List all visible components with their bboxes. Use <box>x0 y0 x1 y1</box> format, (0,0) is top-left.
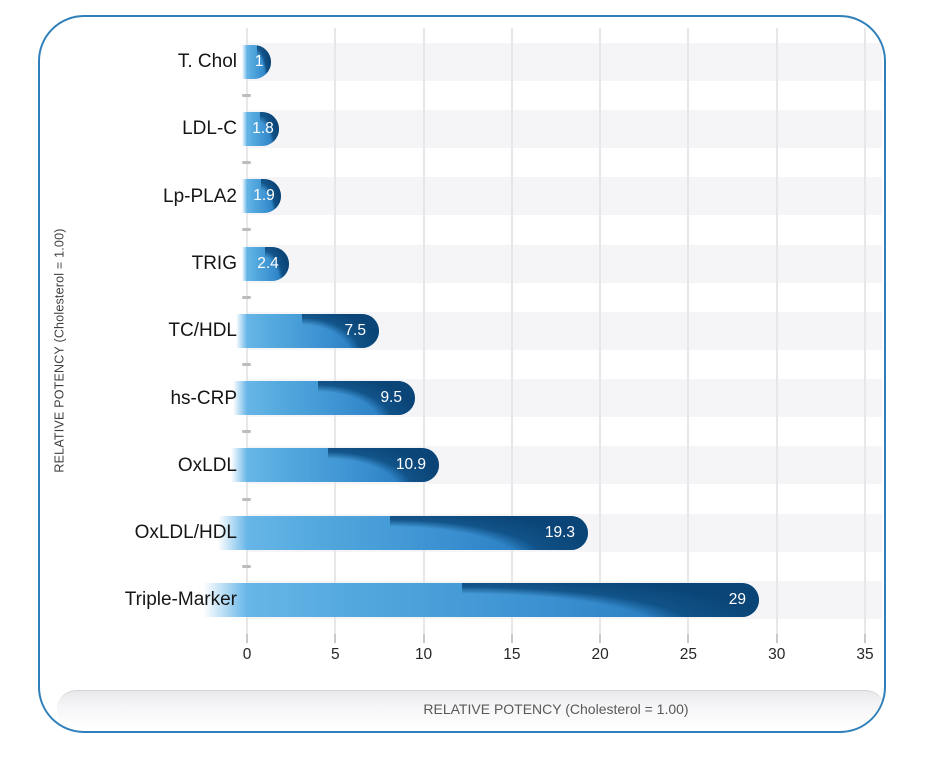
bar-value-label: 7.5 <box>344 321 366 339</box>
bar-fade-tail <box>242 246 247 281</box>
row-stripe <box>247 109 882 148</box>
x-tick-label: 5 <box>330 645 340 663</box>
x-axis-title-banner: RELATIVE POTENCY (Cholesterol = 1.00) <box>57 690 884 729</box>
y-axis-minor-tick <box>242 564 251 568</box>
bar: 29 <box>247 583 759 618</box>
x-axis-tick <box>775 633 778 643</box>
y-axis-minor-tick <box>242 497 251 501</box>
y-axis-minor-tick <box>242 363 251 366</box>
bar-fade-tail <box>203 583 247 618</box>
bar-value-label: 9.5 <box>380 389 402 407</box>
bar-fade-tail <box>242 111 247 146</box>
x-axis-tick <box>334 633 337 643</box>
x-tick-label: 15 <box>503 645 521 663</box>
y-axis-minor-tick <box>242 161 251 165</box>
category-label: TRIG <box>191 252 237 274</box>
x-axis-tick <box>863 633 866 643</box>
category-label: Triple-Marker <box>124 589 237 611</box>
category-label: hs-CRP <box>170 387 237 409</box>
bar-value-label: 1 <box>254 52 264 70</box>
chart-card: RELATIVE POTENCY (Cholesterol = 1.00) RE… <box>38 15 886 733</box>
plot-area: RELATIVE POTENCY (Cholesterol = 1.00) RE… <box>40 17 884 731</box>
x-axis-tick <box>510 633 513 643</box>
row-stripe <box>247 244 882 283</box>
x-axis-title: RELATIVE POTENCY (Cholesterol = 1.00) <box>423 701 689 717</box>
bar: 2.4 <box>247 246 289 281</box>
x-tick-label: 20 <box>591 645 609 663</box>
y-axis-minor-tick <box>242 295 251 299</box>
x-axis-tick <box>599 633 602 643</box>
row-stripe <box>247 177 882 216</box>
category-label: T. Chol <box>177 51 237 72</box>
bar-value-label: 19.3 <box>544 523 575 541</box>
gridline <box>863 28 866 634</box>
bar-fade-tail <box>218 515 247 550</box>
bar-value-label: 1.9 <box>253 187 275 205</box>
gridline <box>687 28 690 634</box>
y-axis-minor-tick <box>242 93 251 97</box>
gridline <box>422 28 425 634</box>
bar: 7.5 <box>247 313 379 348</box>
x-axis-tick <box>246 633 248 643</box>
gridline <box>510 28 513 634</box>
x-tick-label: 25 <box>679 645 698 663</box>
bar-fade-tail <box>242 44 247 79</box>
bar: 10.9 <box>247 448 439 483</box>
x-tick-label: 10 <box>414 645 433 663</box>
bar-fade-tail <box>231 448 247 483</box>
row-stripe <box>247 42 882 81</box>
bar-value-label: 29 <box>728 591 746 609</box>
x-tick-label: 35 <box>856 645 874 663</box>
y-axis-minor-tick <box>242 228 251 232</box>
category-label: TC/HDL <box>168 320 237 342</box>
y-axis-minor-tick <box>242 430 251 434</box>
x-axis-tick <box>422 633 425 643</box>
bar: 1.8 <box>247 111 279 146</box>
bar: 1.9 <box>247 179 281 214</box>
x-axis-tick <box>687 633 690 643</box>
bar-fade-tail <box>233 381 247 416</box>
x-tick-label: 0 <box>242 645 252 663</box>
bar-value-label: 2.4 <box>257 254 279 272</box>
bar-value-label: 1.8 <box>252 119 274 137</box>
category-label: OxLDL/HDL <box>134 522 237 544</box>
gridline <box>775 28 778 634</box>
bar-fade-tail <box>242 179 247 214</box>
bar: 1 <box>247 44 271 79</box>
category-label: OxLDL <box>177 454 237 476</box>
bar: 9.5 <box>247 381 415 416</box>
gridline <box>599 28 602 634</box>
category-label: LDL-C <box>182 118 237 140</box>
bar-fade-tail <box>236 313 247 348</box>
bar-value-label: 10.9 <box>395 456 426 474</box>
bar: 19.3 <box>247 515 588 550</box>
x-tick-label: 30 <box>768 645 786 663</box>
category-label: Lp-PLA2 <box>163 185 237 207</box>
